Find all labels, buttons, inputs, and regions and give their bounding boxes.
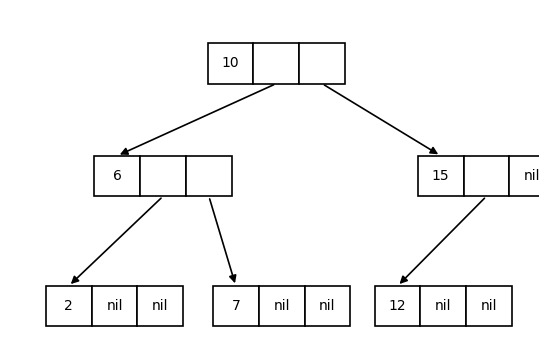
Bar [466,286,512,327]
Text: nil: nil [319,299,336,313]
Bar [375,286,420,327]
Bar [213,286,259,327]
Bar [94,156,140,196]
Text: 2: 2 [64,299,73,313]
Bar [464,156,509,196]
Text: nil: nil [106,299,123,313]
Text: nil: nil [481,299,497,313]
Bar [418,156,464,196]
Bar [92,286,137,327]
Bar [420,286,466,327]
Bar [509,156,539,196]
Text: nil: nil [152,299,169,313]
Text: 6: 6 [113,169,122,183]
Text: nil: nil [435,299,452,313]
Text: 10: 10 [222,56,239,70]
Text: nil: nil [524,169,539,183]
Bar [140,156,186,196]
Bar [299,43,345,84]
Bar [186,156,232,196]
Bar [137,286,183,327]
Text: 15: 15 [432,169,450,183]
Bar [208,43,253,84]
Bar [259,286,305,327]
Bar [305,286,350,327]
Text: nil: nil [273,299,290,313]
Bar [46,286,92,327]
Bar [253,43,299,84]
Text: 7: 7 [231,299,240,313]
Text: 12: 12 [389,299,406,313]
